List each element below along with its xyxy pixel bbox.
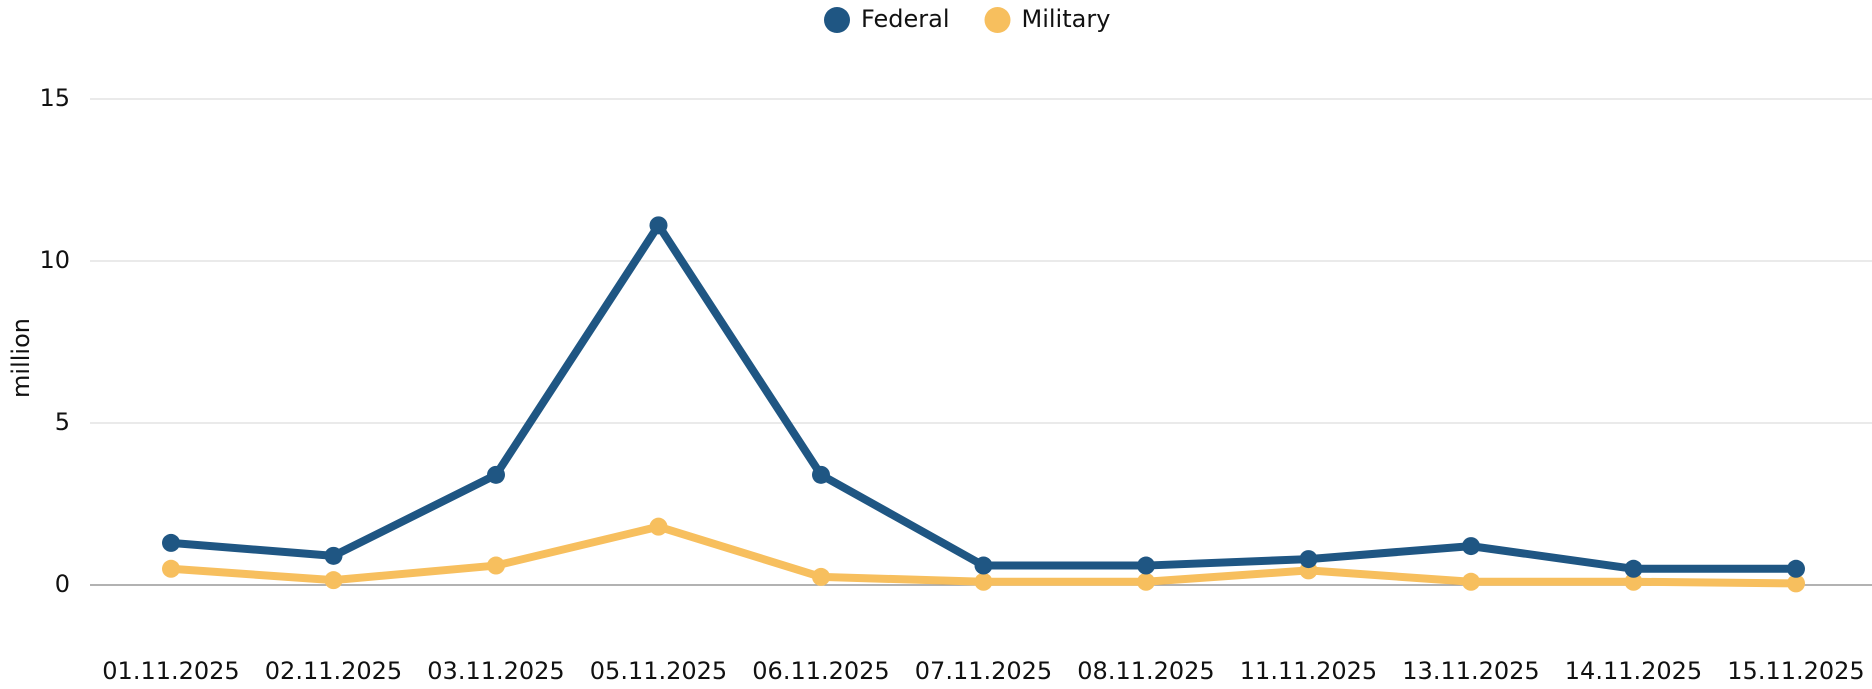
x-tick-label: 02.11.2025 <box>265 657 402 685</box>
legend-label: Federal <box>861 5 950 33</box>
data-point <box>1462 537 1480 556</box>
x-tick-label: 07.11.2025 <box>915 657 1052 685</box>
data-point <box>162 533 180 552</box>
x-tick-label: 03.11.2025 <box>427 657 564 685</box>
x-tick-label: 01.11.2025 <box>102 657 239 685</box>
data-point <box>1787 574 1805 593</box>
data-point <box>649 517 668 536</box>
legend-label: Military <box>1022 5 1111 33</box>
x-tick-label: 06.11.2025 <box>752 657 889 685</box>
data-point <box>974 572 993 591</box>
data-point <box>974 556 993 575</box>
data-point <box>1624 572 1643 591</box>
data-point <box>487 465 505 484</box>
data-point <box>812 567 830 586</box>
x-tick-label: 13.11.2025 <box>1402 657 1539 685</box>
y-tick-label: 5 <box>55 408 70 436</box>
data-point <box>162 559 180 578</box>
y-tick-label: 0 <box>55 570 70 598</box>
data-point <box>1787 559 1805 578</box>
series-line <box>170 221 1796 573</box>
data-point <box>1462 572 1480 591</box>
y-tick-label: 15 <box>39 84 70 112</box>
x-tick-label: 14.11.2025 <box>1565 657 1702 685</box>
data-point <box>324 571 343 590</box>
x-tick-label: 08.11.2025 <box>1077 657 1214 685</box>
data-point <box>812 465 830 484</box>
data-point <box>1137 556 1155 575</box>
x-tick-label: 15.11.2025 <box>1727 657 1864 685</box>
legend-swatch <box>824 7 850 33</box>
data-point <box>1624 559 1643 578</box>
y-axis-label: million <box>7 318 35 398</box>
data-point <box>1137 572 1155 591</box>
y-tick-label: 10 <box>39 246 70 274</box>
data-point <box>324 546 343 565</box>
x-tick-label: 11.11.2025 <box>1240 657 1377 685</box>
data-point <box>487 556 505 575</box>
legend-swatch <box>984 7 1011 33</box>
data-point <box>649 216 668 235</box>
x-tick-label: 05.11.2025 <box>590 657 727 685</box>
data-point <box>1299 550 1318 569</box>
